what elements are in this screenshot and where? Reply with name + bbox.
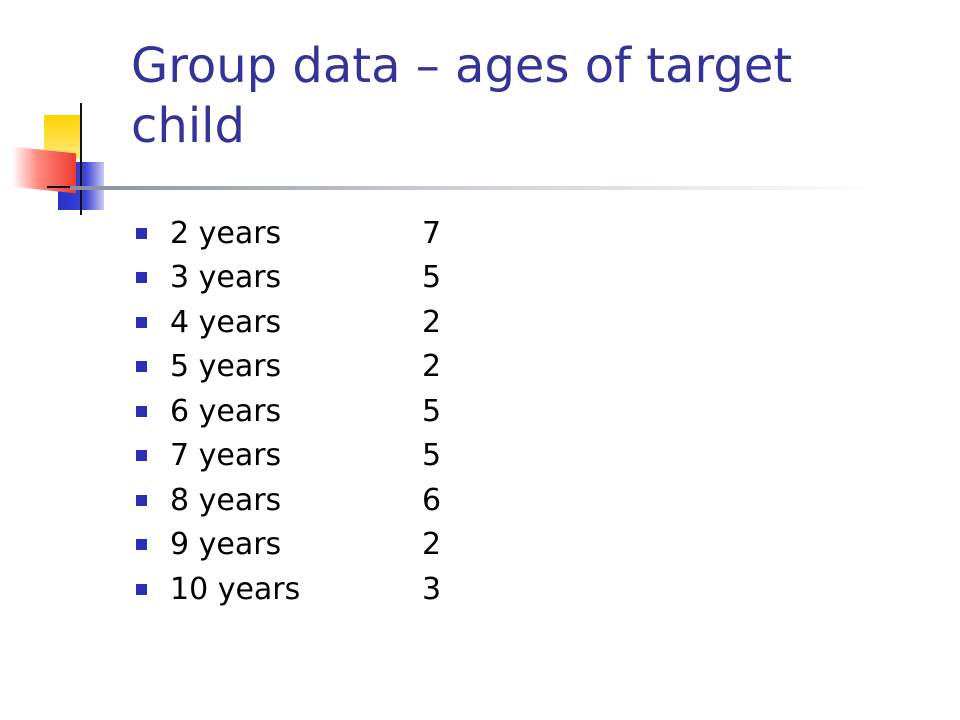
bullet-icon [136,539,147,550]
age-label: 10 years [170,572,301,607]
list-item: 10 years 3 [136,573,536,613]
age-count: 5 [422,260,442,295]
age-count: 5 [422,438,442,473]
list-item: 2 years 7 [136,217,536,257]
age-label: 4 years [170,305,282,340]
vertical-line [80,103,82,215]
bullet-icon [136,495,147,506]
age-count: 3 [422,572,442,607]
age-label: 7 years [170,438,282,473]
list-item: 6 years 5 [136,395,536,435]
bullet-icon [136,361,147,372]
list-item: 9 years 2 [136,528,536,568]
age-count: 2 [422,349,442,384]
age-count: 2 [422,527,442,562]
age-label: 5 years [170,349,282,384]
decorative-logo [0,0,140,230]
age-count: 5 [422,394,442,429]
list-item: 8 years 6 [136,484,536,524]
age-label: 6 years [170,394,282,429]
title-underline [70,186,880,190]
age-label: 2 years [170,216,282,251]
age-label: 3 years [170,260,282,295]
bullet-icon [136,584,147,595]
list-item: 5 years 2 [136,350,536,390]
age-count: 7 [422,216,442,251]
age-count: 6 [422,483,442,518]
list-item: 3 years 5 [136,261,536,301]
age-label: 9 years [170,527,282,562]
list-item: 4 years 2 [136,306,536,346]
age-label: 8 years [170,483,282,518]
bullet-icon [136,406,147,417]
age-count: 2 [422,305,442,340]
bullet-icon [136,317,147,328]
bullet-icon [136,450,147,461]
slide-title: Group data – ages of target child [131,38,793,154]
bullet-icon [136,228,147,239]
bullet-icon [136,272,147,283]
list-item: 7 years 5 [136,439,536,479]
